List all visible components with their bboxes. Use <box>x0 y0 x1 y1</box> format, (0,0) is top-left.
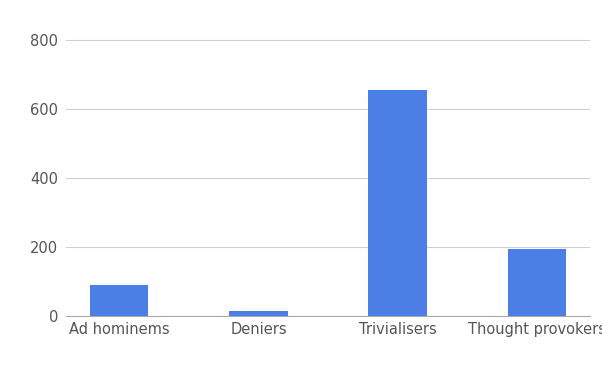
Bar <box>507 250 566 316</box>
Bar <box>90 285 149 316</box>
Bar <box>368 90 427 316</box>
Bar <box>229 311 288 316</box>
